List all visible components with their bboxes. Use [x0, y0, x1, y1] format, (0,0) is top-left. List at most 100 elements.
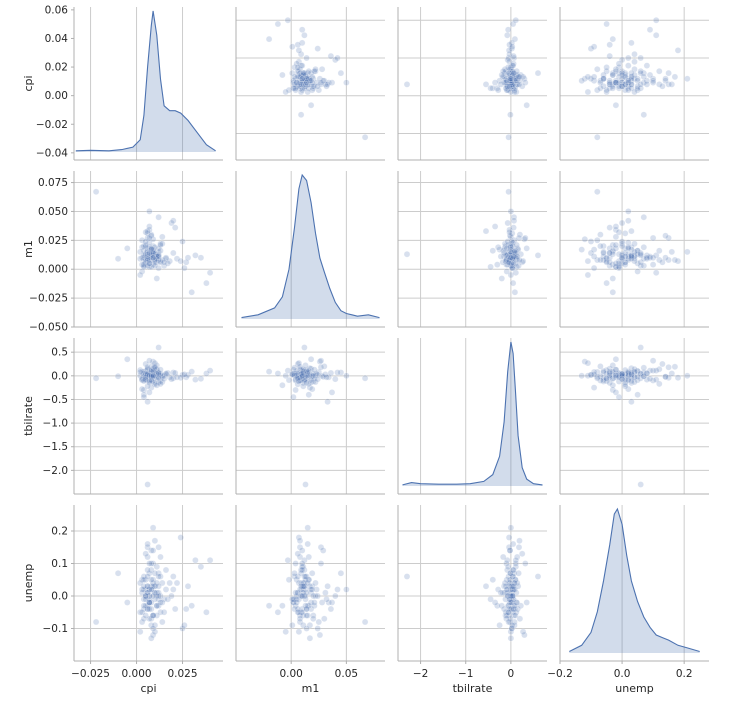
- x-tick-label: 0.05: [335, 668, 358, 680]
- scatter-point: [301, 32, 308, 39]
- scatter-point: [153, 592, 161, 600]
- scatter-point: [506, 576, 514, 583]
- scatter-point: [504, 32, 511, 39]
- scatter-point: [606, 52, 613, 60]
- scatter-point: [151, 381, 159, 388]
- scatter-point: [151, 583, 159, 590]
- scatter-point: [136, 628, 144, 635]
- scatter-point: [637, 250, 644, 258]
- scatter-point: [509, 239, 516, 246]
- scatter-point: [92, 375, 100, 382]
- scatter-point: [522, 79, 529, 86]
- scatter-point: [334, 586, 341, 593]
- scatter-point: [290, 366, 297, 373]
- scatter-point: [320, 373, 327, 380]
- scatter-point: [160, 259, 168, 266]
- scatter-point: [513, 88, 520, 96]
- scatter-point: [303, 612, 310, 619]
- scatter-point: [509, 62, 517, 69]
- scatter-point: [144, 605, 151, 613]
- scatter-point: [628, 369, 635, 377]
- scatter-point: [171, 369, 179, 377]
- scatter-point: [290, 84, 297, 92]
- scatter-point: [303, 54, 310, 62]
- scatter-point: [581, 235, 588, 243]
- x-tick-label: −2: [413, 668, 428, 680]
- panel-unemp-vs-m1: [235, 505, 385, 662]
- scatter-point: [506, 83, 513, 90]
- scatter-point: [618, 372, 626, 379]
- scatter-point: [160, 262, 168, 269]
- scatter-point: [609, 71, 616, 79]
- scatter-point: [515, 234, 523, 242]
- scatter-point: [300, 622, 307, 629]
- scatter-point: [140, 263, 148, 271]
- scatter-point: [590, 264, 598, 272]
- scatter-point: [181, 264, 188, 272]
- scatter-point: [171, 224, 179, 231]
- kde-area-unemp: [569, 509, 700, 653]
- scatter-point: [138, 589, 146, 596]
- scatter-point: [594, 237, 601, 244]
- scatter-point: [144, 227, 151, 235]
- y-tick-label: 0.1: [51, 558, 68, 570]
- scatter-point: [590, 371, 598, 378]
- y-tick-label: 0.0: [51, 370, 68, 382]
- scatter-point: [140, 576, 148, 583]
- scatter-point: [600, 75, 607, 83]
- scatter-point: [177, 374, 184, 381]
- x-tick-label: −1: [458, 668, 473, 680]
- scatter-point: [309, 570, 316, 577]
- scatter-point: [299, 609, 306, 616]
- scatter-point: [140, 573, 148, 580]
- scatter-point: [155, 253, 162, 260]
- scatter-point: [534, 69, 542, 77]
- scatter-point: [615, 83, 623, 90]
- scatter-point: [500, 249, 508, 257]
- scatter-point: [313, 586, 320, 593]
- scatter-point: [320, 77, 327, 84]
- scatter-point: [609, 35, 616, 43]
- scatter-point: [148, 622, 155, 629]
- scatter-point: [157, 553, 164, 561]
- scatter-point: [160, 375, 168, 382]
- scatter-point: [510, 586, 518, 593]
- scatter-point: [659, 259, 666, 266]
- panel-m1-vs-m1: [235, 171, 385, 328]
- scatter-point: [289, 622, 296, 629]
- scatter-point: [182, 259, 190, 266]
- scatter-point: [146, 570, 153, 577]
- scatter-point: [332, 56, 339, 64]
- scatter-point: [491, 599, 499, 606]
- scatter-point: [615, 60, 623, 67]
- scatter-point: [114, 570, 122, 577]
- scatter-point: [506, 547, 514, 554]
- scatter-point: [301, 557, 308, 564]
- scatter-point: [311, 67, 318, 75]
- scatter-point: [519, 550, 526, 557]
- scatter-point: [509, 573, 516, 580]
- scatter-point: [303, 625, 310, 632]
- scatter-point: [501, 66, 509, 73]
- scatter-point: [170, 375, 177, 382]
- scatter-point: [170, 573, 177, 580]
- scatter-point: [306, 622, 314, 629]
- scatter-point: [146, 615, 153, 622]
- scatter-point: [294, 605, 301, 613]
- scatter-point: [659, 360, 666, 368]
- scatter-point: [184, 583, 192, 590]
- scatter-point: [203, 279, 210, 287]
- scatter-point: [302, 77, 309, 84]
- scatter-point: [149, 625, 157, 632]
- scatter-point: [297, 51, 305, 58]
- scatter-point: [159, 233, 166, 241]
- scatter-point: [296, 537, 304, 544]
- scatter-point: [295, 579, 303, 587]
- x-tick-label: 0.00: [279, 668, 302, 680]
- scatter-point: [301, 344, 308, 351]
- y-tick-label: 0.02: [45, 62, 68, 74]
- scatter-point: [146, 389, 153, 396]
- scatter-point: [181, 371, 188, 378]
- scatter-point: [151, 359, 159, 367]
